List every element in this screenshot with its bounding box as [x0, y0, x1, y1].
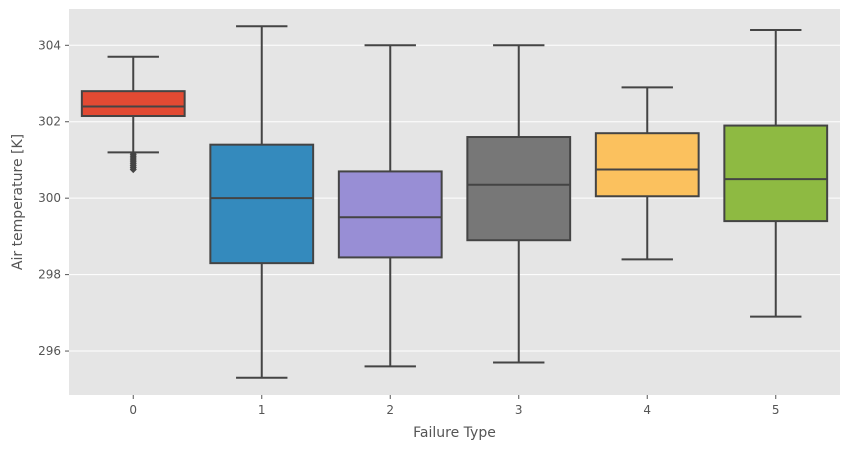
x-tick-label: 4 — [643, 403, 651, 417]
box-iqr — [723, 124, 829, 223]
box-group-5 — [723, 29, 829, 318]
y-tick-label: 302 — [38, 115, 61, 129]
x-tick-label: 1 — [258, 403, 266, 417]
outlier-point — [129, 165, 137, 174]
box-iqr — [337, 170, 443, 259]
x-tick-label: 5 — [772, 403, 780, 417]
box-iqr — [594, 132, 700, 198]
box-group-4 — [594, 86, 700, 261]
x-tick-label: 3 — [515, 403, 523, 417]
plot-background — [69, 9, 840, 395]
box-group-2 — [337, 44, 443, 368]
y-tick-label: 304 — [38, 38, 61, 52]
box-iqr — [466, 136, 572, 242]
y-axis-ticks: 296 298 300 302 304 — [38, 38, 69, 358]
x-tick-label: 2 — [386, 403, 394, 417]
y-tick-label: 300 — [38, 191, 61, 205]
x-axis-ticks: 0 1 2 3 4 5 — [129, 395, 780, 417]
box-group-3 — [466, 44, 572, 364]
y-tick-label: 298 — [38, 268, 61, 282]
box-group-1 — [209, 25, 315, 379]
box-iqr — [80, 90, 186, 118]
box-group-0 — [80, 55, 186, 174]
y-tick-label: 296 — [38, 344, 61, 358]
y-axis-label: Air temperature [K] — [10, 134, 26, 270]
boxes-group — [80, 25, 829, 379]
x-axis-label: Failure Type — [413, 425, 496, 441]
grid-lines — [69, 44, 840, 352]
x-tick-label: 0 — [129, 403, 137, 417]
box-iqr — [209, 143, 315, 265]
